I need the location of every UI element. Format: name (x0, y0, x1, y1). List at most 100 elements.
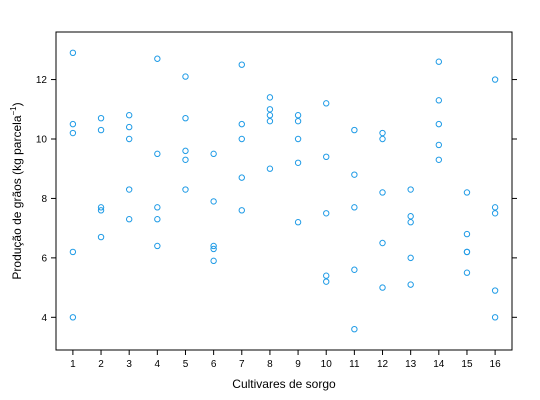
data-point (266, 112, 274, 119)
data-point (97, 126, 105, 134)
x-tick-label: 13 (405, 359, 417, 370)
data-point (491, 76, 499, 83)
data-point (266, 94, 274, 101)
data-point (97, 204, 105, 211)
data-point (323, 100, 330, 107)
data-point (182, 73, 189, 80)
data-point (182, 186, 189, 193)
data-point (238, 120, 245, 128)
data-point (125, 216, 133, 223)
data-point (407, 186, 414, 193)
data-point (435, 58, 443, 65)
data-point (379, 284, 386, 291)
data-point (463, 189, 471, 196)
data-point (238, 135, 245, 143)
x-tick-label: 7 (239, 359, 245, 370)
y-tick-label: 8 (41, 194, 47, 205)
data-point (69, 248, 77, 256)
data-point (294, 117, 302, 125)
data-point (351, 204, 358, 211)
x-axis-ticks: 1 2 3 4 5 6 7 8 9 10 11 12 13 14 15 16 (70, 350, 501, 370)
data-point (97, 233, 105, 241)
x-tick-label: 15 (461, 359, 473, 370)
data-point (154, 55, 161, 62)
data-point (210, 257, 217, 265)
y-tick-label: 4 (41, 313, 47, 324)
data-point (323, 278, 330, 285)
data-point (351, 171, 358, 178)
y-axis-title-main: Produção de grãos (kg parcela (10, 115, 24, 279)
data-point (435, 120, 443, 128)
data-point (407, 213, 414, 220)
data-point (210, 150, 217, 158)
data-point (323, 272, 330, 279)
x-tick-label: 8 (267, 359, 273, 370)
data-point (154, 204, 161, 211)
y-tick-label: 12 (36, 75, 48, 86)
y-tick-label: 10 (36, 134, 48, 145)
data-point (435, 97, 443, 104)
data-points (69, 49, 499, 333)
data-point (210, 198, 217, 205)
data-point (407, 254, 414, 262)
data-point (435, 141, 443, 149)
y-axis-title-suffix: ) (10, 102, 24, 106)
data-point (435, 156, 443, 163)
data-point (379, 189, 386, 196)
data-point (69, 120, 77, 128)
y-axis-title: Produção de grãos (kg parcela−1) (9, 102, 24, 279)
data-point (125, 123, 133, 131)
data-point (294, 112, 302, 119)
data-point (351, 126, 358, 134)
data-point (407, 281, 414, 288)
x-tick-label: 3 (126, 359, 132, 370)
data-point (154, 150, 161, 158)
data-point (210, 245, 217, 253)
data-point (266, 117, 274, 125)
x-tick-label: 10 (321, 359, 333, 370)
x-tick-label: 9 (295, 359, 301, 370)
data-point (463, 248, 471, 256)
y-tick-label: 6 (41, 253, 47, 264)
x-tick-label: 4 (155, 359, 161, 370)
data-point (323, 210, 330, 217)
data-point (97, 207, 105, 214)
x-tick-label: 14 (433, 359, 445, 370)
x-tick-label: 12 (377, 359, 389, 370)
data-point (97, 114, 105, 122)
data-point (491, 287, 499, 294)
data-point (125, 112, 133, 119)
y-axis-title-superscript: −1 (9, 106, 18, 116)
data-point (182, 147, 189, 155)
data-point (69, 49, 77, 57)
data-point (491, 314, 499, 321)
data-point (491, 210, 499, 217)
x-tick-label: 16 (490, 359, 502, 370)
data-point (154, 242, 161, 250)
data-point (351, 325, 358, 333)
x-tick-label: 2 (98, 359, 104, 370)
data-point (154, 216, 161, 223)
data-point (182, 156, 189, 163)
data-point (182, 114, 189, 122)
data-point (238, 61, 245, 68)
x-tick-label: 5 (183, 359, 189, 370)
data-point (294, 135, 302, 143)
data-point (379, 135, 386, 143)
data-point (69, 129, 77, 137)
plot-frame (55, 31, 513, 351)
data-point (238, 174, 245, 181)
data-point (238, 207, 245, 214)
data-point (210, 242, 217, 250)
data-point (266, 165, 274, 172)
data-point (69, 314, 77, 321)
y-axis-ticks: 4 6 8 10 12 (36, 75, 517, 324)
data-point (351, 266, 358, 273)
data-point (491, 204, 499, 211)
data-point (463, 269, 471, 276)
x-tick-label: 1 (70, 359, 76, 370)
data-point (463, 230, 471, 238)
data-point (407, 219, 414, 226)
data-point (266, 106, 274, 113)
